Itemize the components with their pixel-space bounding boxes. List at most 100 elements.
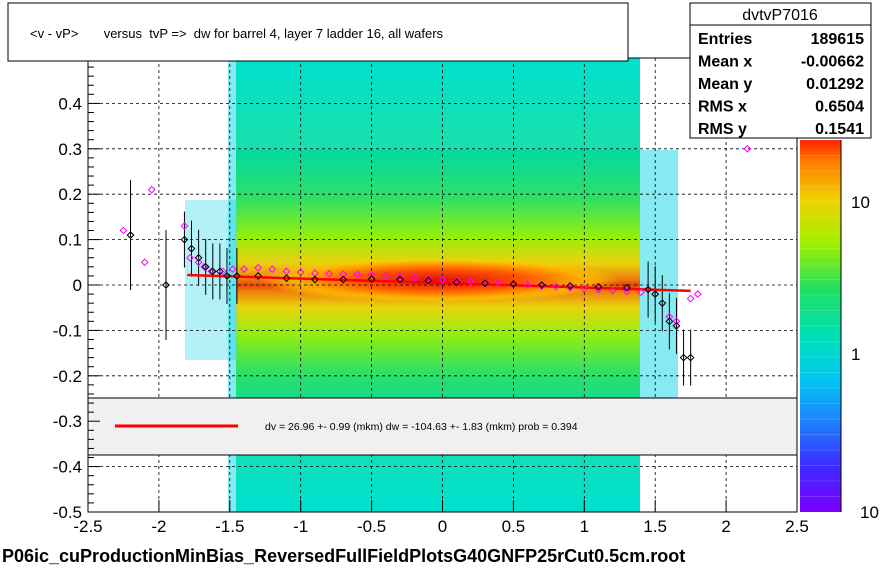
x-tick-label: -2.5: [73, 517, 102, 536]
stats-label: RMS y: [698, 121, 747, 138]
x-tick-label: 0.5: [502, 517, 526, 536]
stats-value: 0.6504: [815, 99, 864, 116]
stats-value: -0.00662: [801, 54, 864, 71]
profile-point-magenta: [410, 273, 419, 282]
profile-point-black: [672, 321, 681, 330]
x-tick-label: 2: [721, 517, 730, 536]
profile-point-black: [658, 299, 667, 308]
y-tick-label: -0.2: [53, 367, 82, 386]
x-tick-label: 1: [580, 517, 589, 536]
profile-point-magenta: [218, 267, 227, 276]
profile-point-black: [223, 272, 231, 280]
profile-point-black: [452, 278, 461, 287]
x-tick-label: -1.5: [215, 517, 244, 536]
profile-point-magenta: [438, 275, 447, 284]
x-tick-label: 2.5: [785, 517, 809, 536]
profile-point-magenta: [665, 312, 674, 321]
stats-label: Entries: [698, 31, 752, 48]
profile-point-magenta: [743, 144, 752, 153]
profile-point-magenta: [339, 270, 348, 279]
stats-label: RMS x: [698, 99, 747, 116]
profile-point-black: [194, 253, 203, 262]
profile-point-magenta: [180, 222, 189, 230]
heatmap-sparse-right: [640, 150, 678, 400]
profile-point-magenta: [207, 267, 216, 276]
profile-point-magenta: [622, 287, 631, 296]
profile-point-magenta: [495, 279, 504, 288]
colorbar: 10 1 10: [800, 139, 879, 522]
colorbar-gradient: [800, 140, 841, 512]
profile-point-magenta: [693, 290, 702, 298]
x-tick-label: 1.5: [643, 517, 667, 536]
chart-title: <v - vP> versus tvP => dw for barrel 4, …: [30, 26, 444, 41]
footer-filename: P06ic_cuProductionMinBias_ReversedFullFi…: [2, 546, 685, 566]
stats-value: 189615: [811, 31, 864, 48]
profile-point-magenta: [228, 265, 237, 274]
title-box: <v - vP> versus tvP => dw for barrel 4, …: [7, 2, 629, 62]
profile-point-black: [232, 272, 241, 280]
y-tick-label: 0: [73, 276, 82, 295]
data-marks: [119, 144, 752, 386]
stats-value: 0.01292: [806, 76, 864, 93]
y-tick-label: -0.3: [53, 412, 82, 431]
profile-point-black: [396, 275, 404, 284]
x-tick-label: -2: [151, 517, 166, 536]
profile-point-magenta: [537, 282, 546, 290]
profile-point-magenta: [580, 284, 589, 293]
stats-name: dvtvP7016: [742, 7, 818, 24]
profile-point-black: [187, 244, 196, 253]
profile-point-magenta: [186, 253, 195, 262]
colorbar-label-bottom: 10: [860, 503, 879, 522]
profile-point-black: [679, 353, 688, 362]
y-tick-label: 0.3: [58, 140, 82, 159]
stats-label: Mean x: [698, 54, 752, 71]
x-tick-label: -0.5: [357, 517, 386, 536]
y-tick-label: -0.1: [53, 321, 82, 340]
profile-point-magenta: [481, 278, 489, 287]
profile-point-magenta: [452, 276, 461, 285]
profile-point-magenta: [381, 272, 390, 280]
y-tick-label: 0.2: [58, 185, 82, 204]
profile-point-black: [254, 272, 263, 280]
profile-point-black: [208, 267, 217, 276]
profile-point-magenta: [367, 271, 376, 279]
profile-point-magenta: [268, 265, 277, 274]
x-tick-label: 0: [438, 517, 447, 536]
profile-point-magenta: [353, 270, 362, 279]
profile-point-magenta: [325, 269, 333, 278]
profile-point-black: [162, 281, 170, 289]
profile-point-black: [367, 275, 376, 284]
stats-value: 0.1541: [815, 121, 864, 138]
profile-point-black: [622, 283, 631, 292]
profile-point-black: [282, 274, 291, 283]
stats-box: dvtvP7016 Entries 189615 Mean x -0.00662 Mea…: [689, 2, 872, 139]
y-tick-label: 0.4: [58, 94, 82, 113]
profile-point-magenta: [296, 268, 305, 277]
colorbar-label-10: 10: [851, 193, 870, 212]
profile-point-black: [665, 317, 674, 326]
profile-point-black: [215, 267, 224, 276]
profile-point-magenta: [200, 262, 209, 271]
profile-point-black: [481, 279, 489, 288]
y-tick-label: -0.5: [53, 503, 82, 522]
profile-point-black: [201, 262, 210, 271]
profile-point-black: [126, 231, 135, 239]
profile-point-magenta: [147, 185, 156, 194]
profile-point-black: [651, 290, 660, 298]
profile-point-black: [339, 275, 348, 284]
profile-point-black: [310, 275, 319, 284]
profile-point-magenta: [637, 288, 645, 297]
axes: -2.5 -2 -1.5 -1 -0.5 0 0.5 1 1.5 2 2.5 -0.5 -0.4 -0.3…: [53, 57, 809, 536]
profile-point-magenta: [686, 294, 695, 303]
profile-point-magenta: [523, 281, 532, 289]
fit-legend-text: dv = 26.96 +- 0.99 (mkm) dw = -104.63 +-…: [265, 421, 578, 433]
profile-point-magenta: [119, 226, 128, 235]
profile-point-magenta: [608, 286, 617, 295]
fit-line: [187, 273, 691, 293]
profile-point-magenta: [194, 258, 203, 267]
colorbar-stripes: [800, 139, 841, 497]
profile-point-magenta: [396, 272, 404, 281]
profile-point-magenta: [140, 258, 149, 267]
colorbar-label-1: 1: [851, 345, 860, 364]
